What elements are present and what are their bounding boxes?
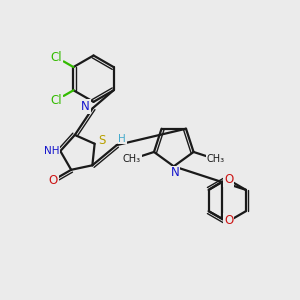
- Text: Cl: Cl: [51, 51, 62, 64]
- Text: NH: NH: [44, 146, 59, 156]
- Text: N: N: [171, 167, 180, 179]
- Text: O: O: [224, 214, 233, 227]
- Text: H: H: [118, 134, 126, 144]
- Text: N: N: [81, 100, 90, 113]
- Text: S: S: [98, 134, 106, 147]
- Text: Cl: Cl: [51, 94, 62, 106]
- Text: O: O: [49, 174, 58, 187]
- Text: O: O: [224, 173, 233, 186]
- Text: CH₃: CH₃: [207, 154, 225, 164]
- Text: CH₃: CH₃: [123, 154, 141, 164]
